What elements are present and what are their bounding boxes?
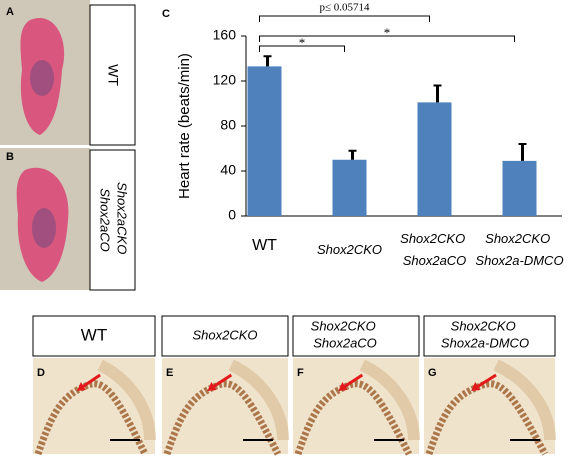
annotation: *: [384, 25, 391, 40]
label-box: [89, 149, 136, 291]
panel-letter: D: [37, 367, 45, 379]
arrow-head: [471, 382, 481, 391]
tissue: [34, 380, 149, 456]
group-label: Shox2CKO Shox2aCO: [311, 319, 380, 351]
bar: [332, 159, 367, 216]
panel-letter: B: [6, 151, 14, 163]
tissue: [294, 380, 413, 456]
tissue: [163, 380, 282, 456]
mouse-shade: [30, 60, 54, 96]
arrow-head: [76, 382, 86, 391]
mouse-shade: [32, 208, 56, 248]
label-box: [292, 315, 420, 357]
panel-letter: A: [6, 6, 14, 18]
group-label: Shox2CKO: [192, 327, 257, 342]
y-axis-label: Heart rate (beats/min): [176, 53, 193, 199]
annotation: *: [299, 35, 306, 50]
y-tick-label: 120: [213, 72, 237, 88]
panel-letter: E: [166, 367, 173, 379]
tissue: [97, 359, 156, 441]
arrow-head: [338, 382, 348, 391]
tissue: [425, 380, 549, 456]
side-label: Shox2aCKO Shox2aCO: [97, 182, 129, 258]
panel-letter: F: [297, 367, 304, 379]
tissue: [493, 359, 556, 441]
histology-images: [33, 358, 556, 456]
significance-bracket: [259, 35, 515, 42]
arrow-head: [207, 382, 217, 391]
x-tick-label: Shox2CKO Shox2aCO: [400, 231, 469, 268]
panel-letter: C: [162, 8, 170, 20]
y-tick-label: 80: [220, 117, 236, 133]
significance-bracket: [259, 15, 430, 22]
tissue: [228, 359, 289, 441]
y-tick-label: 0: [228, 207, 236, 223]
bar-chart: Heart rate (beats/min) 0 40 80 120 160 WT Shox…: [176, 2, 564, 269]
significance-bracket: [259, 45, 345, 52]
tissue: [359, 359, 420, 441]
bar: [417, 102, 452, 216]
x-tick-label: WT: [252, 237, 277, 254]
bar: [502, 160, 537, 216]
label-box: [423, 315, 556, 357]
bar: [247, 66, 282, 216]
annotation: p≤ 0.05714: [319, 2, 370, 14]
x-tick-label: Shox2CKO Shox2a-DMCO: [475, 231, 563, 268]
side-label: WT: [105, 64, 121, 86]
label-box: [161, 315, 289, 357]
panel-letter: G: [428, 367, 437, 379]
group-label: Shox2CKO Shox2a-DMCO: [441, 319, 529, 351]
label-box: [89, 4, 136, 146]
group-label: WT: [81, 325, 107, 344]
x-tick-label: Shox2CKO: [317, 242, 382, 257]
label-box: [32, 315, 156, 357]
y-tick-label: 40: [220, 162, 236, 178]
y-tick-label: 160: [213, 27, 237, 43]
